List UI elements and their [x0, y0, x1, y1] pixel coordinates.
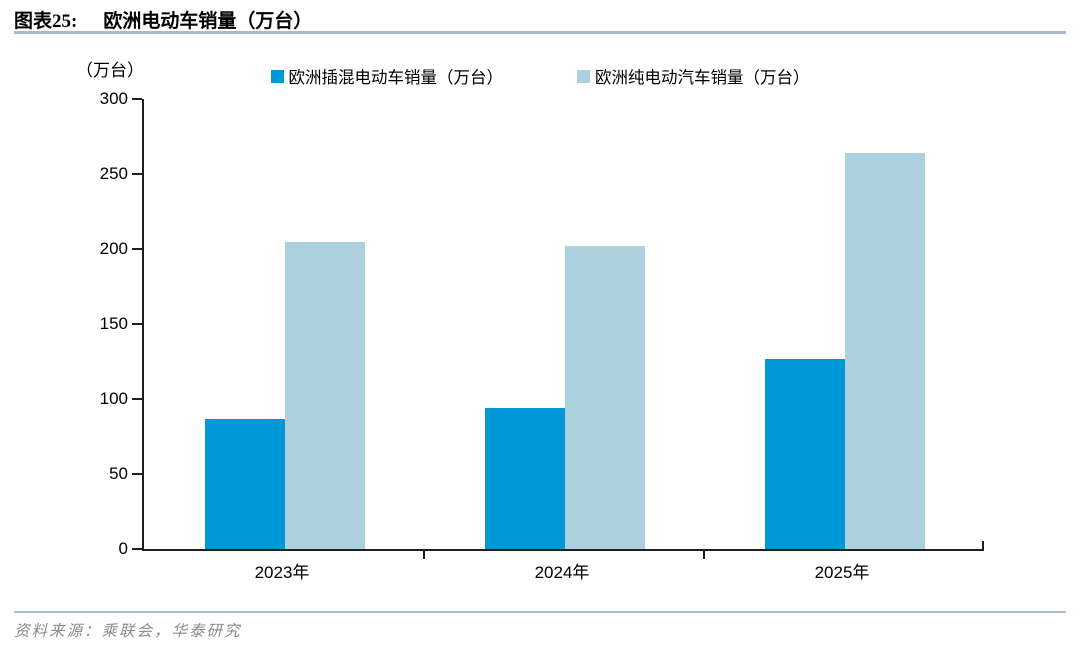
x-axis-label-2024年: 2024年 — [534, 563, 590, 582]
y-axis-tick-label: 200 — [99, 239, 128, 259]
x-axis-tick — [423, 551, 425, 559]
figure-title: 图表25: 欧洲电动车销量（万台） — [14, 6, 312, 33]
y-axis-tick-label: 50 — [109, 464, 128, 484]
legend-swatch-bev-icon — [577, 69, 590, 83]
figure-number-label: 图表25: — [14, 11, 78, 32]
plot-area: 0 50 100 150 200 250 300 — [100, 89, 984, 559]
bar-series0-2023年 — [205, 418, 285, 549]
y-axis-tick — [132, 248, 142, 251]
x-axis-label-2025年: 2025年 — [814, 563, 870, 582]
title-divider-line — [14, 31, 1066, 34]
legend-label-phev: 欧洲插混电动车销量（万台） — [288, 68, 504, 87]
y-axis-tick — [132, 173, 142, 175]
bar-series0-2024年 — [485, 408, 565, 549]
y-axis-tick-label: 100 — [99, 389, 128, 409]
y-axis-tick-label: 250 — [99, 164, 128, 183]
bar-group-2023年 — [144, 99, 424, 549]
x-axis-end-tick — [982, 541, 984, 549]
source-divider-line — [14, 611, 1066, 613]
y-axis-tick-label: 300 — [99, 89, 128, 108]
y-axis-tick — [132, 548, 142, 550]
legend-label-bev: 欧洲纯电动汽车销量（万台） — [595, 68, 810, 87]
bar-series0-2025年 — [765, 358, 845, 549]
figure-title-text: 欧洲电动车销量（万台） — [103, 11, 313, 32]
bar-series1-2025年 — [845, 153, 925, 549]
x-axis-tick — [703, 551, 705, 559]
legend: 欧洲插混电动车销量（万台） 欧洲纯电动汽车销量（万台） — [0, 64, 1080, 88]
y-axis-tick — [132, 323, 142, 325]
y-axis-tick — [132, 398, 142, 401]
bar-group-2024年 — [424, 99, 704, 549]
y-axis-unit-label: （万台） — [76, 61, 144, 80]
legend-item-phev: 欧洲插混电动车销量（万台） — [270, 64, 504, 88]
bar-group-2025年 — [704, 99, 984, 549]
x-axis-labels: 2023年 2024年 2025年 — [142, 558, 982, 583]
y-axis-tick — [132, 473, 142, 476]
bar-series1-2023年 — [285, 241, 365, 549]
bar-series1-2024年 — [565, 246, 645, 549]
x-axis-label-2023年: 2023年 — [254, 563, 310, 582]
legend-swatch-phev-icon — [270, 69, 284, 83]
y-axis-tick-label: 150 — [99, 314, 128, 333]
source-note: 资料来源：乘联会，华泰研究 — [14, 623, 242, 640]
y-axis-tick-label: 0 — [118, 539, 128, 558]
legend-item-bev: 欧洲纯电动汽车销量（万台） — [577, 64, 810, 88]
y-axis-tick — [132, 98, 142, 100]
